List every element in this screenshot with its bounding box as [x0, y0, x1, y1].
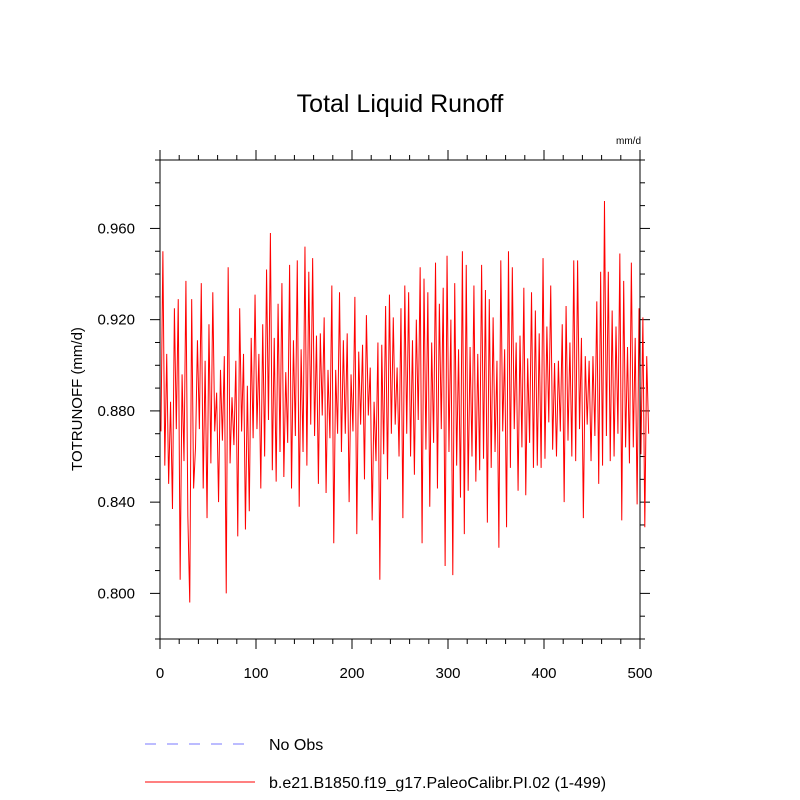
series-layer [160, 201, 650, 603]
x-tick-label: 300 [435, 665, 460, 682]
y-tick-label: 0.960 [97, 220, 135, 237]
x-tick-label: 200 [339, 665, 364, 682]
legend: No Obs b.e21.B1850.f19_g17.PaleoCalibr.P… [145, 737, 606, 792]
units-label: mm/d [616, 136, 641, 147]
y-tick-label: 0.920 [97, 312, 135, 329]
x-tick-label: 400 [531, 665, 556, 682]
chart-title: Total Liquid Runoff [297, 90, 504, 118]
axis-tick-labels: 0 100 200 300 400 500 0.800 0.840 0.880 0.920 0.96… [97, 220, 652, 682]
plot-frame [159, 159, 641, 640]
y-axis-label: TOTRUNOFF (mm/d) [69, 327, 86, 471]
x-tick-label: 0 [156, 665, 164, 682]
x-tick-label: 100 [243, 665, 268, 682]
legend-label-model-run: b.e21.B1850.f19_g17.PaleoCalibr.PI.02 (1… [269, 775, 606, 792]
y-tick-label: 0.880 [97, 403, 135, 420]
y-tick-label: 0.840 [97, 494, 135, 511]
series-line-model-run [160, 201, 650, 603]
y-tick-label: 0.800 [97, 585, 135, 602]
x-tick-label: 500 [627, 665, 652, 682]
legend-label-no-obs: No Obs [269, 737, 323, 754]
